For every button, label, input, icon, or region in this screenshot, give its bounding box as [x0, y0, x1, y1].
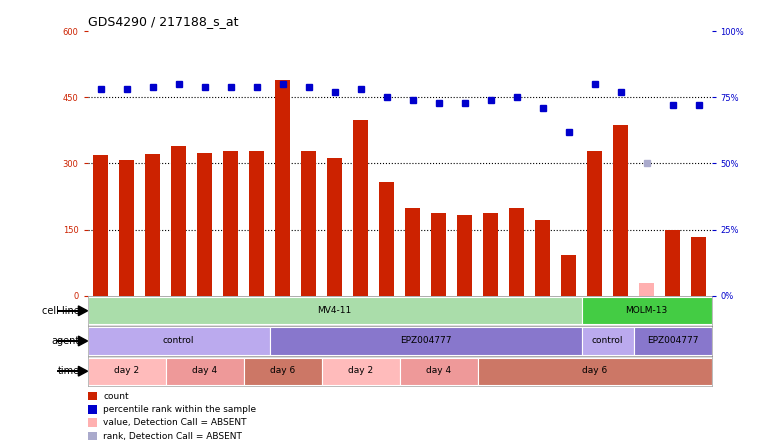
Text: day 2: day 2 — [348, 366, 373, 375]
Bar — [633, 327, 712, 355]
Bar — [88, 297, 581, 325]
Bar — [326, 158, 342, 296]
Bar — [431, 213, 447, 296]
Bar — [196, 153, 212, 296]
Text: MV4-11: MV4-11 — [317, 306, 352, 315]
Bar — [478, 357, 712, 385]
Text: time: time — [58, 366, 80, 376]
Text: day 2: day 2 — [114, 366, 139, 375]
Bar — [691, 237, 706, 296]
Bar — [509, 208, 524, 296]
Text: control: control — [592, 336, 623, 345]
Bar — [581, 327, 633, 355]
Bar — [170, 146, 186, 296]
Text: day 6: day 6 — [270, 366, 295, 375]
Bar — [638, 283, 654, 296]
Bar — [269, 327, 581, 355]
Bar — [119, 160, 135, 296]
Bar — [93, 155, 108, 296]
Bar — [581, 297, 712, 325]
Text: value, Detection Call = ABSENT: value, Detection Call = ABSENT — [103, 418, 247, 427]
Bar — [244, 357, 322, 385]
Text: day 4: day 4 — [426, 366, 451, 375]
Bar — [275, 79, 291, 296]
Bar — [400, 357, 478, 385]
Bar — [353, 120, 368, 296]
Bar — [301, 151, 317, 296]
Text: control: control — [163, 336, 194, 345]
Bar — [665, 230, 680, 296]
Bar — [379, 182, 394, 296]
Bar — [88, 327, 269, 355]
Bar — [249, 151, 264, 296]
Bar — [322, 357, 400, 385]
Bar — [88, 357, 166, 385]
Bar — [166, 357, 244, 385]
Text: MOLM-13: MOLM-13 — [626, 306, 667, 315]
Bar — [482, 213, 498, 296]
Text: GDS4290 / 217188_s_at: GDS4290 / 217188_s_at — [88, 16, 238, 28]
Bar — [561, 255, 576, 296]
Text: percentile rank within the sample: percentile rank within the sample — [103, 405, 256, 414]
Bar — [613, 125, 629, 296]
Bar — [405, 208, 420, 296]
Text: day 4: day 4 — [192, 366, 217, 375]
Text: rank, Detection Call = ABSENT: rank, Detection Call = ABSENT — [103, 432, 242, 440]
Text: EPZ004777: EPZ004777 — [400, 336, 451, 345]
Bar — [145, 154, 161, 296]
Bar — [457, 215, 473, 296]
Text: count: count — [103, 392, 129, 400]
Text: day 6: day 6 — [582, 366, 607, 375]
Text: EPZ004777: EPZ004777 — [647, 336, 699, 345]
Bar — [223, 151, 238, 296]
Bar — [587, 151, 603, 296]
Bar — [535, 220, 550, 296]
Text: agent: agent — [52, 336, 80, 346]
Text: cell line: cell line — [42, 306, 80, 316]
